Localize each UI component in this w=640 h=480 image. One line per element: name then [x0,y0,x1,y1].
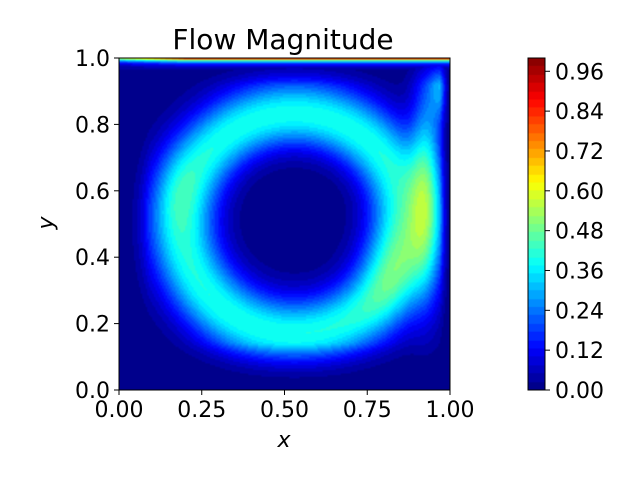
y-axis-label: y [34,216,59,231]
y-tick-label: 0.6 [75,180,110,205]
colorbar-tick-label: 0.84 [555,100,604,125]
x-tick-label: 1.00 [426,398,475,423]
heatmap-plot-area [118,57,451,391]
x-axis-label: x [276,428,291,453]
x-axis: 0.00 0.25 0.50 0.75 1.00 [95,390,475,423]
colorbar-tick-label: 0.00 [555,379,604,404]
colorbar-tick-label: 0.96 [555,60,604,85]
colorbar-tick-label: 0.24 [555,299,604,324]
chart-title: Flow Magnitude [172,23,393,56]
x-tick-label: 0.50 [260,398,309,423]
colorbar-tick-label: 0.48 [555,220,604,245]
colorbar: 0.00 0.12 0.24 0.36 0.48 0.60 0.72 0.84 0.96 [527,57,604,404]
y-tick-label: 1.0 [75,47,110,72]
colorbar-tick-label: 0.60 [555,180,604,205]
colorbar-frame [527,57,546,391]
x-tick-label: 0.75 [343,398,392,423]
x-tick-label: 0.25 [177,398,226,423]
y-axis: 0.0 0.2 0.4 0.6 0.8 1.0 [75,47,119,404]
y-tick-label: 0.0 [75,379,110,404]
y-tick-label: 0.2 [75,313,110,338]
colorbar-tick-label: 0.36 [555,259,604,284]
x-tick-label: 0.00 [95,398,144,423]
y-tick-label: 0.4 [75,246,110,271]
colorbar-gradient [528,58,545,390]
heatmap-field [119,58,450,390]
colorbar-tick-label: 0.12 [555,339,604,364]
colorbar-tick-label: 0.72 [555,140,604,165]
colorbar-ticks: 0.00 0.12 0.24 0.36 0.48 0.60 0.72 0.84 0.96 [545,60,604,404]
y-tick-label: 0.8 [75,113,110,138]
